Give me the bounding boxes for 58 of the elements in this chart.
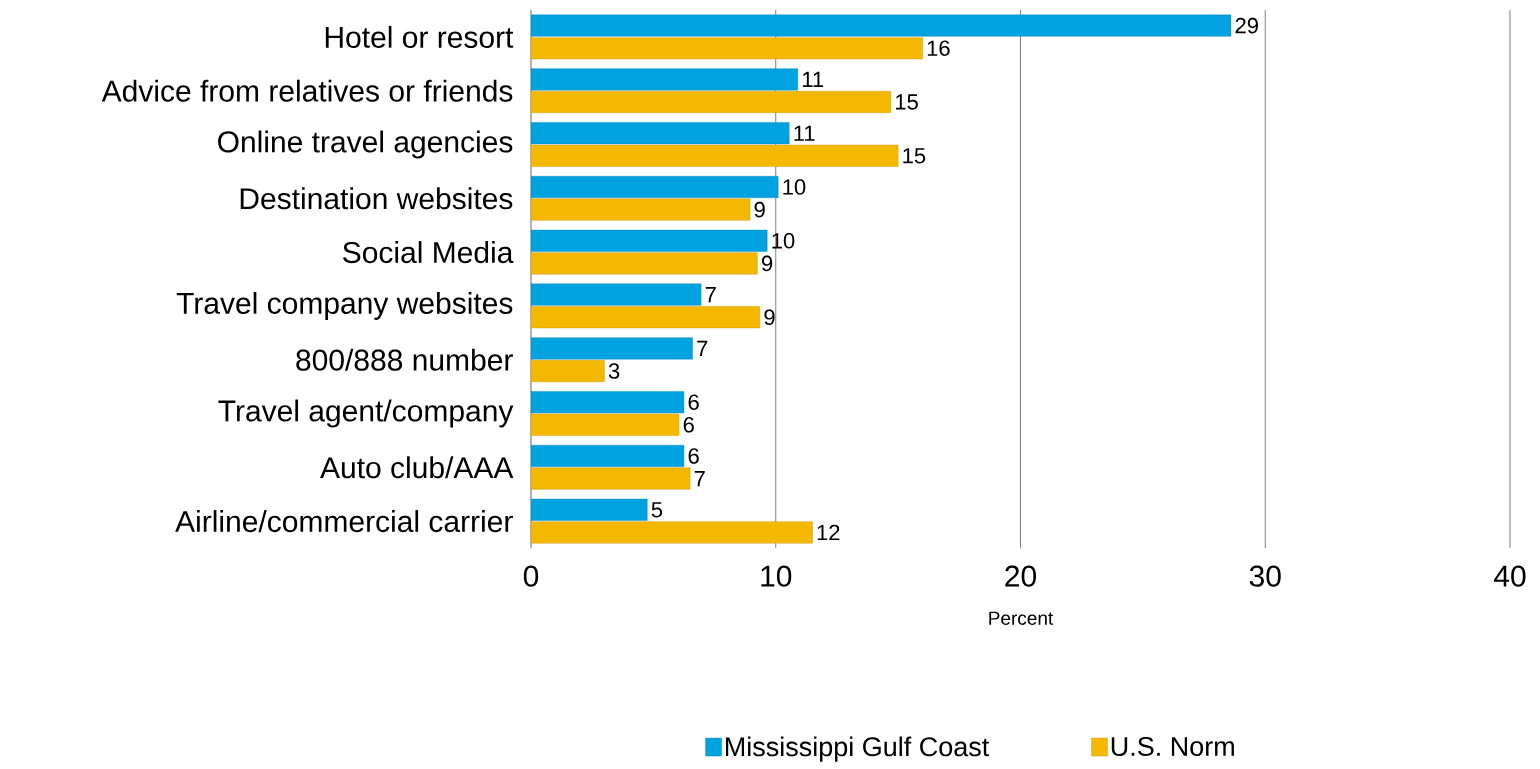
bar [531,413,680,436]
x-axis-title: Percent [989,611,1054,625]
data-label: 3 [608,363,620,379]
y-tick-label: Travel company websites [176,291,513,320]
data-label: 6 [688,448,699,464]
y-tick-label: Auto club/AAA [320,456,514,479]
data-label: 7 [694,471,705,487]
legend-label: Mississippi Gulf Coast [725,736,990,762]
data-label: 9 [764,309,775,325]
bar [531,360,605,382]
data-label: 10 [772,233,795,249]
bar [531,68,798,91]
bar [531,445,685,467]
data-label: 15 [903,148,926,164]
x-tick-label: 30 [1249,565,1281,587]
data-label: 6 [683,417,694,433]
bar [531,122,790,145]
data-label: 10 [783,179,806,195]
data-label: 11 [802,71,824,87]
bar [531,144,899,167]
bar [531,91,891,113]
data-label: 12 [817,524,840,541]
bar [531,37,923,60]
y-tick-label: Hotel or resort [325,25,514,48]
data-label: 11 [794,125,815,141]
bar [531,229,768,252]
legend-label: U.S. Norm [1111,736,1234,757]
bar [531,176,779,198]
x-tick-label: 10 [761,565,792,587]
bar [531,14,1232,37]
data-label: 29 [1235,17,1258,34]
y-tick-label: Travel agent/company [218,399,514,428]
bar [531,337,693,360]
data-label: 15 [896,94,918,110]
y-tick-label: Advice from relatives or friends [101,79,513,102]
y-tick-label: Destination websites [240,187,513,210]
bar [531,252,758,275]
data-label: 6 [688,394,699,410]
x-tick-label: 0 [523,565,539,587]
bar [531,283,702,306]
x-tick-label: 40 [1494,565,1526,587]
bar [531,521,813,544]
data-label: 7 [697,340,708,356]
data-label: 9 [761,255,773,272]
y-tick-label: Online travel agencies [218,130,513,159]
y-tick-label: Social Media [343,241,514,264]
bar [531,467,691,490]
data-label: 9 [754,201,765,218]
bar [531,498,648,521]
data-label: 7 [705,287,716,303]
y-tick-label: Airline/commercial carrier [175,510,513,533]
bar [531,198,751,221]
y-tick-label: 800/888 number [296,348,513,371]
bar [531,306,761,329]
data-label: 16 [927,40,950,56]
data-label: 5 [651,502,663,518]
x-tick-label: 20 [1005,565,1037,587]
bar [531,391,685,414]
